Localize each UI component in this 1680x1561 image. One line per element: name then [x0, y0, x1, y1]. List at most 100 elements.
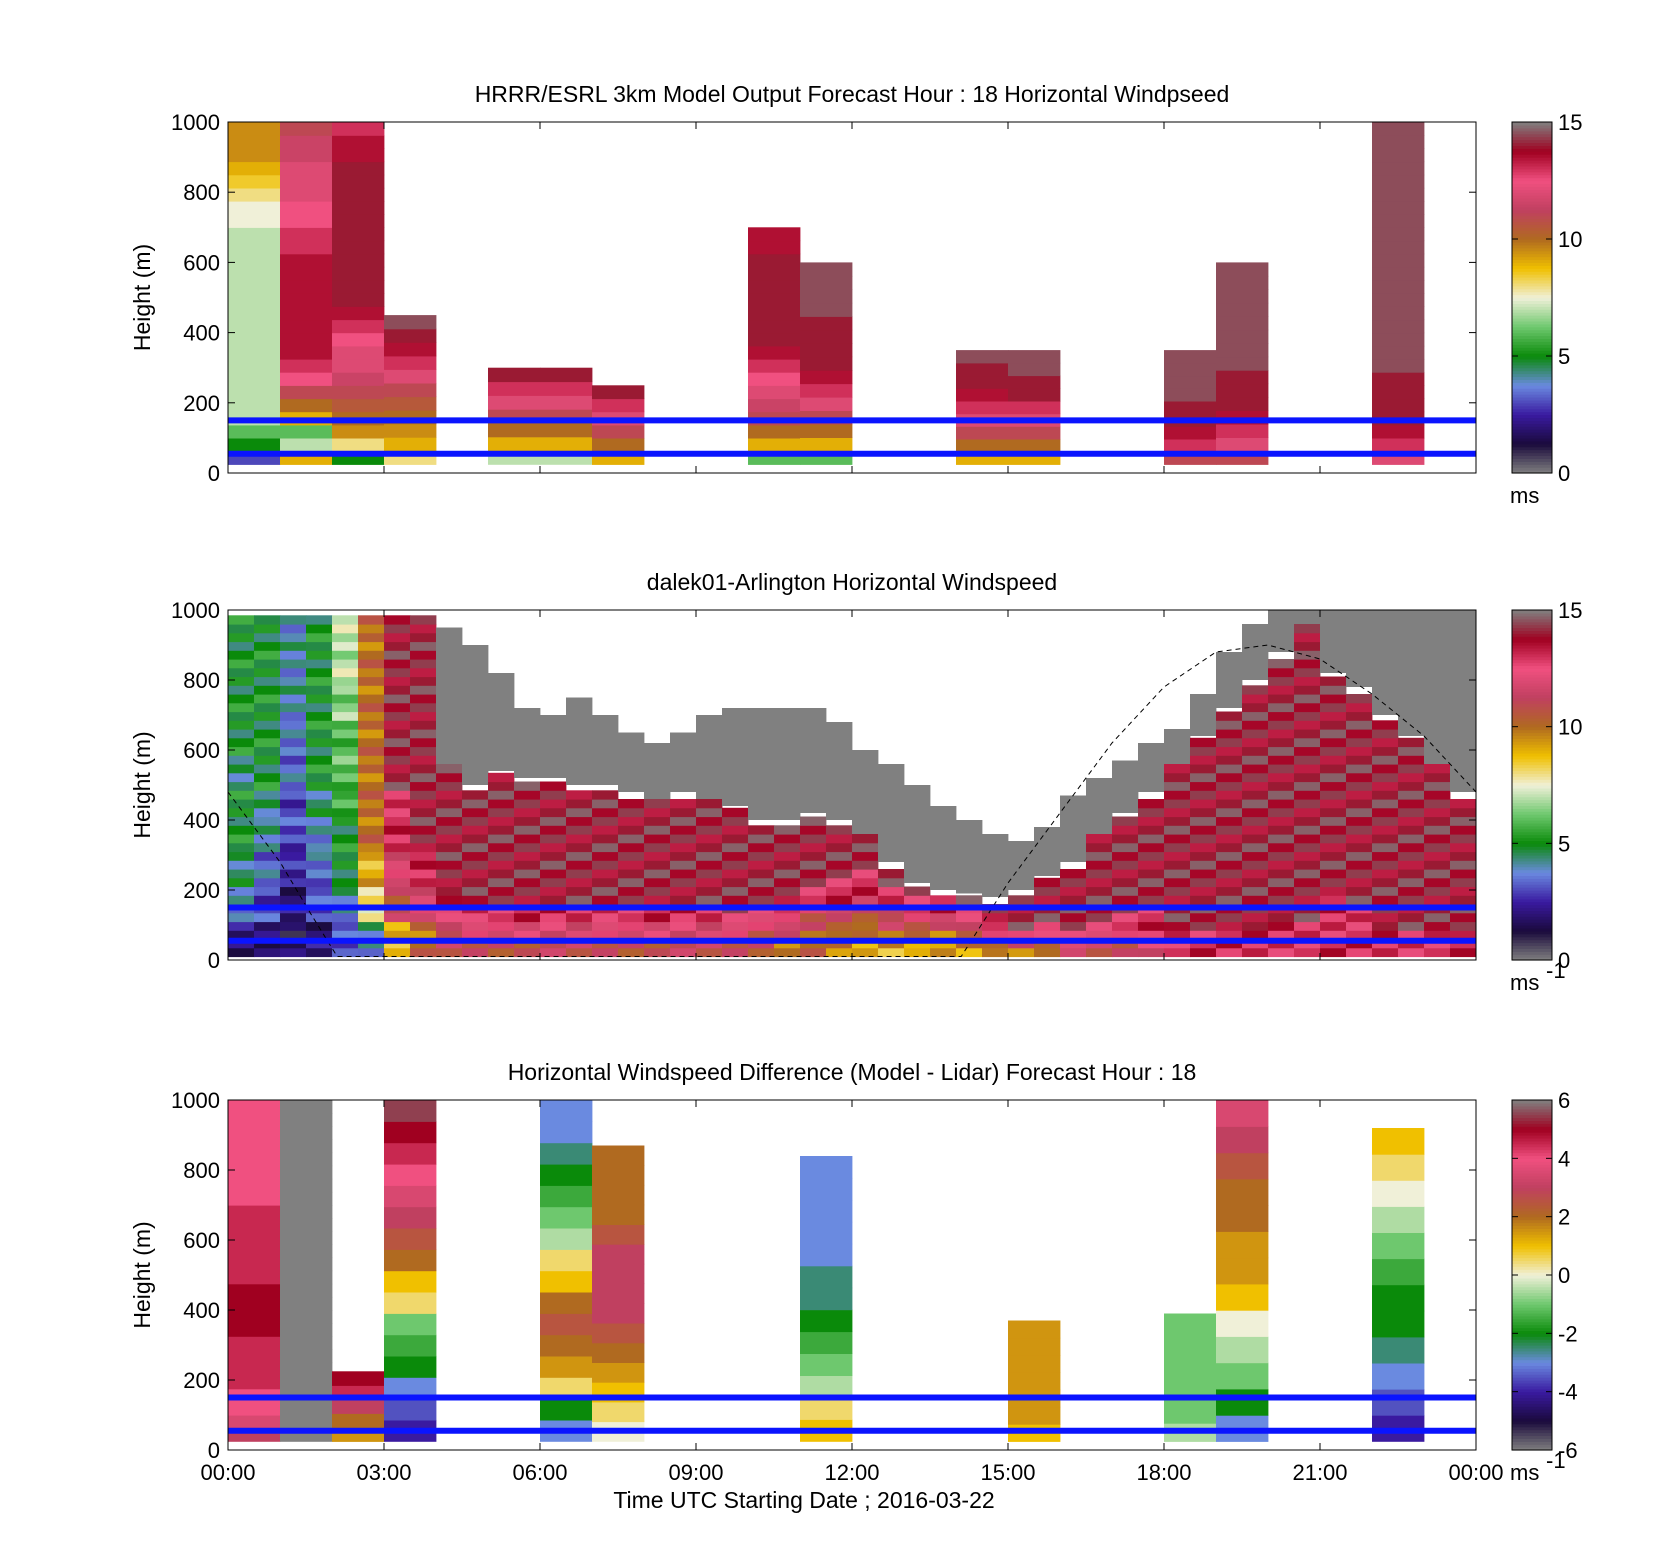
heatmap-cell — [566, 869, 593, 879]
heatmap-cell — [228, 869, 255, 879]
heatmap-cell — [592, 895, 619, 905]
colorbar-segment — [1512, 1307, 1552, 1311]
heatmap-cell — [1164, 834, 1191, 844]
heatmap-cell — [410, 737, 437, 748]
heatmap-cell — [228, 201, 281, 215]
heatmap-cell — [306, 869, 333, 879]
heatmap-cell — [280, 694, 307, 704]
heatmap-cell — [280, 790, 307, 800]
colorbar-segment — [1512, 1432, 1552, 1437]
heatmap-cell — [592, 1323, 645, 1344]
heatmap-cell — [1424, 877, 1451, 888]
colorbar-segment — [1512, 863, 1552, 868]
heatmap-cell — [748, 345, 801, 360]
heatmap-cell — [280, 895, 307, 905]
heatmap-cell — [540, 395, 593, 410]
heatmap-cell — [696, 912, 723, 923]
heatmap-cell — [1268, 737, 1295, 748]
colorbar-segment — [1512, 674, 1552, 678]
heatmap-cell — [436, 886, 463, 896]
heatmap-cell — [1294, 685, 1321, 695]
heatmap-cell — [410, 650, 437, 660]
heatmap-cell — [280, 437, 333, 452]
heatmap-cell — [1112, 825, 1139, 835]
colorbar-segment — [1512, 939, 1552, 944]
colorbar-segment — [1512, 1289, 1552, 1294]
colorbar-segment — [1512, 860, 1552, 865]
heatmap-cell — [1372, 122, 1425, 136]
colorbar-segment — [1512, 1435, 1552, 1439]
colorbar-segment — [1512, 394, 1552, 398]
heatmap-cell — [1216, 1126, 1269, 1154]
colorbar-segment — [1512, 849, 1552, 853]
heatmap-cell — [358, 877, 385, 888]
heatmap-cell — [540, 1377, 593, 1400]
heatmap-cell — [332, 1371, 385, 1386]
y-tick-label: 1000 — [171, 1088, 220, 1113]
heatmap-cell — [384, 720, 411, 730]
heatmap-cell — [1450, 799, 1477, 809]
heatmap-cell — [1294, 851, 1321, 861]
heatmap-cell — [488, 886, 515, 896]
heatmap-cell — [800, 329, 853, 344]
colorbar-segment — [1512, 338, 1552, 342]
heatmap-cell — [722, 886, 749, 896]
heatmap-cell — [1164, 869, 1191, 879]
heatmap-cell — [280, 781, 307, 791]
heatmap-cell — [1372, 895, 1399, 905]
heatmap-cell — [1450, 877, 1477, 888]
colorbar-segment — [1512, 1254, 1552, 1259]
nodata-cell — [436, 627, 463, 764]
x-tick-label: 18:00 — [1136, 1460, 1191, 1485]
heatmap-cell — [358, 869, 385, 879]
heatmap-cell — [540, 834, 567, 844]
heatmap-cell — [488, 816, 515, 826]
heatmap-cell — [410, 729, 437, 739]
colorbar-segment — [1512, 230, 1552, 234]
heatmap-cell — [332, 947, 359, 958]
heatmap-cell — [436, 807, 463, 818]
colorbar-segment — [1512, 1400, 1552, 1404]
colorbar-segment — [1512, 729, 1552, 734]
heatmap-cell — [1398, 755, 1425, 765]
heatmap-cell — [826, 860, 853, 870]
heatmap-cell — [332, 641, 359, 651]
heatmap-cell — [228, 877, 255, 888]
y-tick-label: 600 — [183, 250, 220, 275]
nodata-cell — [1450, 610, 1477, 792]
heatmap-cell — [644, 947, 671, 958]
heatmap-cell — [722, 807, 749, 818]
heatmap-cell — [228, 667, 255, 678]
heatmap-cell — [228, 772, 255, 783]
colorbar-segment — [1512, 677, 1552, 681]
heatmap-cell — [1164, 895, 1191, 905]
colorbar-segment — [1512, 671, 1552, 675]
heatmap-cell — [280, 869, 307, 879]
colorbar-segment — [1512, 1403, 1552, 1407]
heatmap-cell — [540, 1121, 593, 1144]
heatmap-cell — [540, 422, 593, 438]
heatmap-cell — [1346, 746, 1373, 756]
colorbar-segment — [1512, 948, 1552, 952]
colorbar-segment — [1512, 157, 1552, 161]
heatmap-cell — [1294, 912, 1321, 923]
heatmap-cell — [280, 201, 333, 215]
heatmap-cell — [540, 381, 593, 396]
x-tick-label: 21:00 — [1292, 1460, 1347, 1485]
heatmap-cell — [280, 886, 307, 896]
heatmap-cell — [670, 886, 697, 896]
colorbar-segment — [1512, 647, 1552, 652]
heatmap-cell — [826, 930, 853, 940]
colorbar-segment — [1512, 1280, 1552, 1285]
heatmap-cell — [1372, 345, 1425, 360]
heatmap-cell — [1346, 720, 1373, 730]
heatmap-cell — [826, 842, 853, 853]
heatmap-cell — [800, 1199, 853, 1223]
heatmap-cell — [774, 895, 801, 905]
y-tick-label: 200 — [183, 878, 220, 903]
heatmap-cell — [228, 702, 255, 713]
heatmap-cell — [566, 947, 593, 958]
colorbar-segment — [1512, 253, 1552, 258]
heatmap-cell — [1060, 886, 1087, 896]
